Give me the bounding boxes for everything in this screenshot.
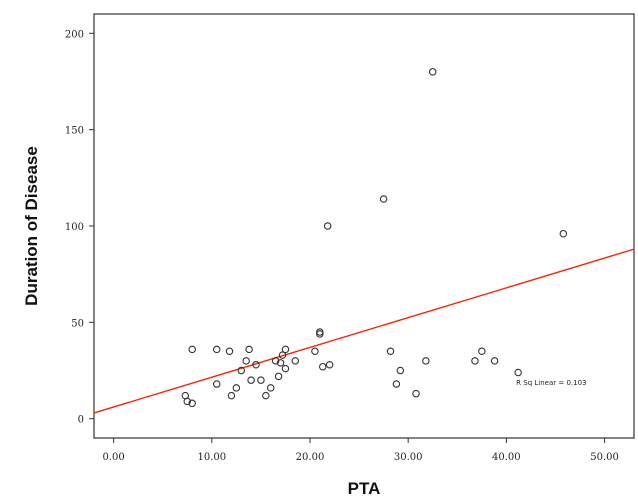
data-point bbox=[559, 229, 568, 238]
x-tick-label: 10.00 bbox=[197, 452, 226, 463]
fit-line bbox=[93, 248, 635, 414]
data-point bbox=[323, 222, 332, 230]
y-tick-label: 150 bbox=[65, 126, 84, 137]
data-point bbox=[252, 361, 260, 369]
data-point bbox=[325, 361, 334, 369]
data-point bbox=[242, 357, 250, 365]
data-point bbox=[188, 399, 196, 408]
y-tick-label: 50 bbox=[71, 318, 84, 329]
data-point bbox=[490, 357, 499, 365]
data-point bbox=[316, 328, 324, 336]
data-point bbox=[237, 366, 246, 375]
data-point bbox=[311, 347, 319, 356]
y-tick-label: 100 bbox=[65, 222, 84, 233]
data-point bbox=[227, 391, 236, 400]
data-point bbox=[379, 195, 388, 203]
data-point bbox=[232, 384, 241, 392]
plot-frame bbox=[93, 13, 635, 439]
y-tick-label: 200 bbox=[65, 29, 84, 40]
data-point bbox=[188, 345, 196, 354]
data-point bbox=[392, 380, 401, 388]
data-point bbox=[271, 357, 280, 365]
y-axis-title: Duration of Disease bbox=[22, 146, 41, 306]
data-point bbox=[412, 389, 420, 398]
data-point bbox=[281, 364, 290, 373]
plot-area: 0.00 10.00 20.00 30.00 40.00 50.00 0 50 100 150 2… bbox=[65, 13, 635, 463]
x-axis-title: PTA bbox=[348, 479, 381, 498]
data-point bbox=[281, 345, 290, 354]
x-tick-label: 50.00 bbox=[590, 452, 619, 463]
data-point bbox=[291, 357, 300, 365]
data-point bbox=[225, 347, 234, 356]
data-point bbox=[274, 372, 283, 381]
data-point bbox=[386, 347, 395, 356]
data-point bbox=[471, 357, 479, 365]
data-point bbox=[396, 366, 405, 375]
data-point bbox=[276, 359, 285, 367]
data-point bbox=[247, 376, 255, 384]
data-point bbox=[478, 347, 486, 356]
data-points bbox=[181, 68, 568, 408]
x-tick-label: 0.00 bbox=[103, 452, 125, 463]
data-point bbox=[514, 368, 522, 377]
data-point bbox=[245, 345, 253, 354]
x-tick-label: 30.00 bbox=[394, 452, 423, 463]
data-point bbox=[266, 384, 275, 392]
data-point bbox=[262, 391, 270, 400]
data-point bbox=[212, 345, 221, 354]
data-point bbox=[428, 68, 437, 76]
y-axis-ticks: 0 50 100 150 200 bbox=[65, 29, 94, 426]
data-point bbox=[422, 357, 430, 365]
y-tick-label: 0 bbox=[78, 415, 84, 426]
x-tick-label: 20.00 bbox=[296, 452, 325, 463]
data-point bbox=[319, 362, 327, 371]
data-point bbox=[183, 397, 192, 406]
x-axis-ticks: 0.00 10.00 20.00 30.00 40.00 50.00 bbox=[103, 438, 619, 463]
data-point bbox=[212, 380, 221, 388]
r-squared-annotation: R Sq Linear = 0.103 bbox=[516, 379, 586, 387]
data-point bbox=[278, 351, 287, 359]
data-point bbox=[257, 376, 265, 384]
x-tick-label: 40.00 bbox=[492, 452, 521, 463]
